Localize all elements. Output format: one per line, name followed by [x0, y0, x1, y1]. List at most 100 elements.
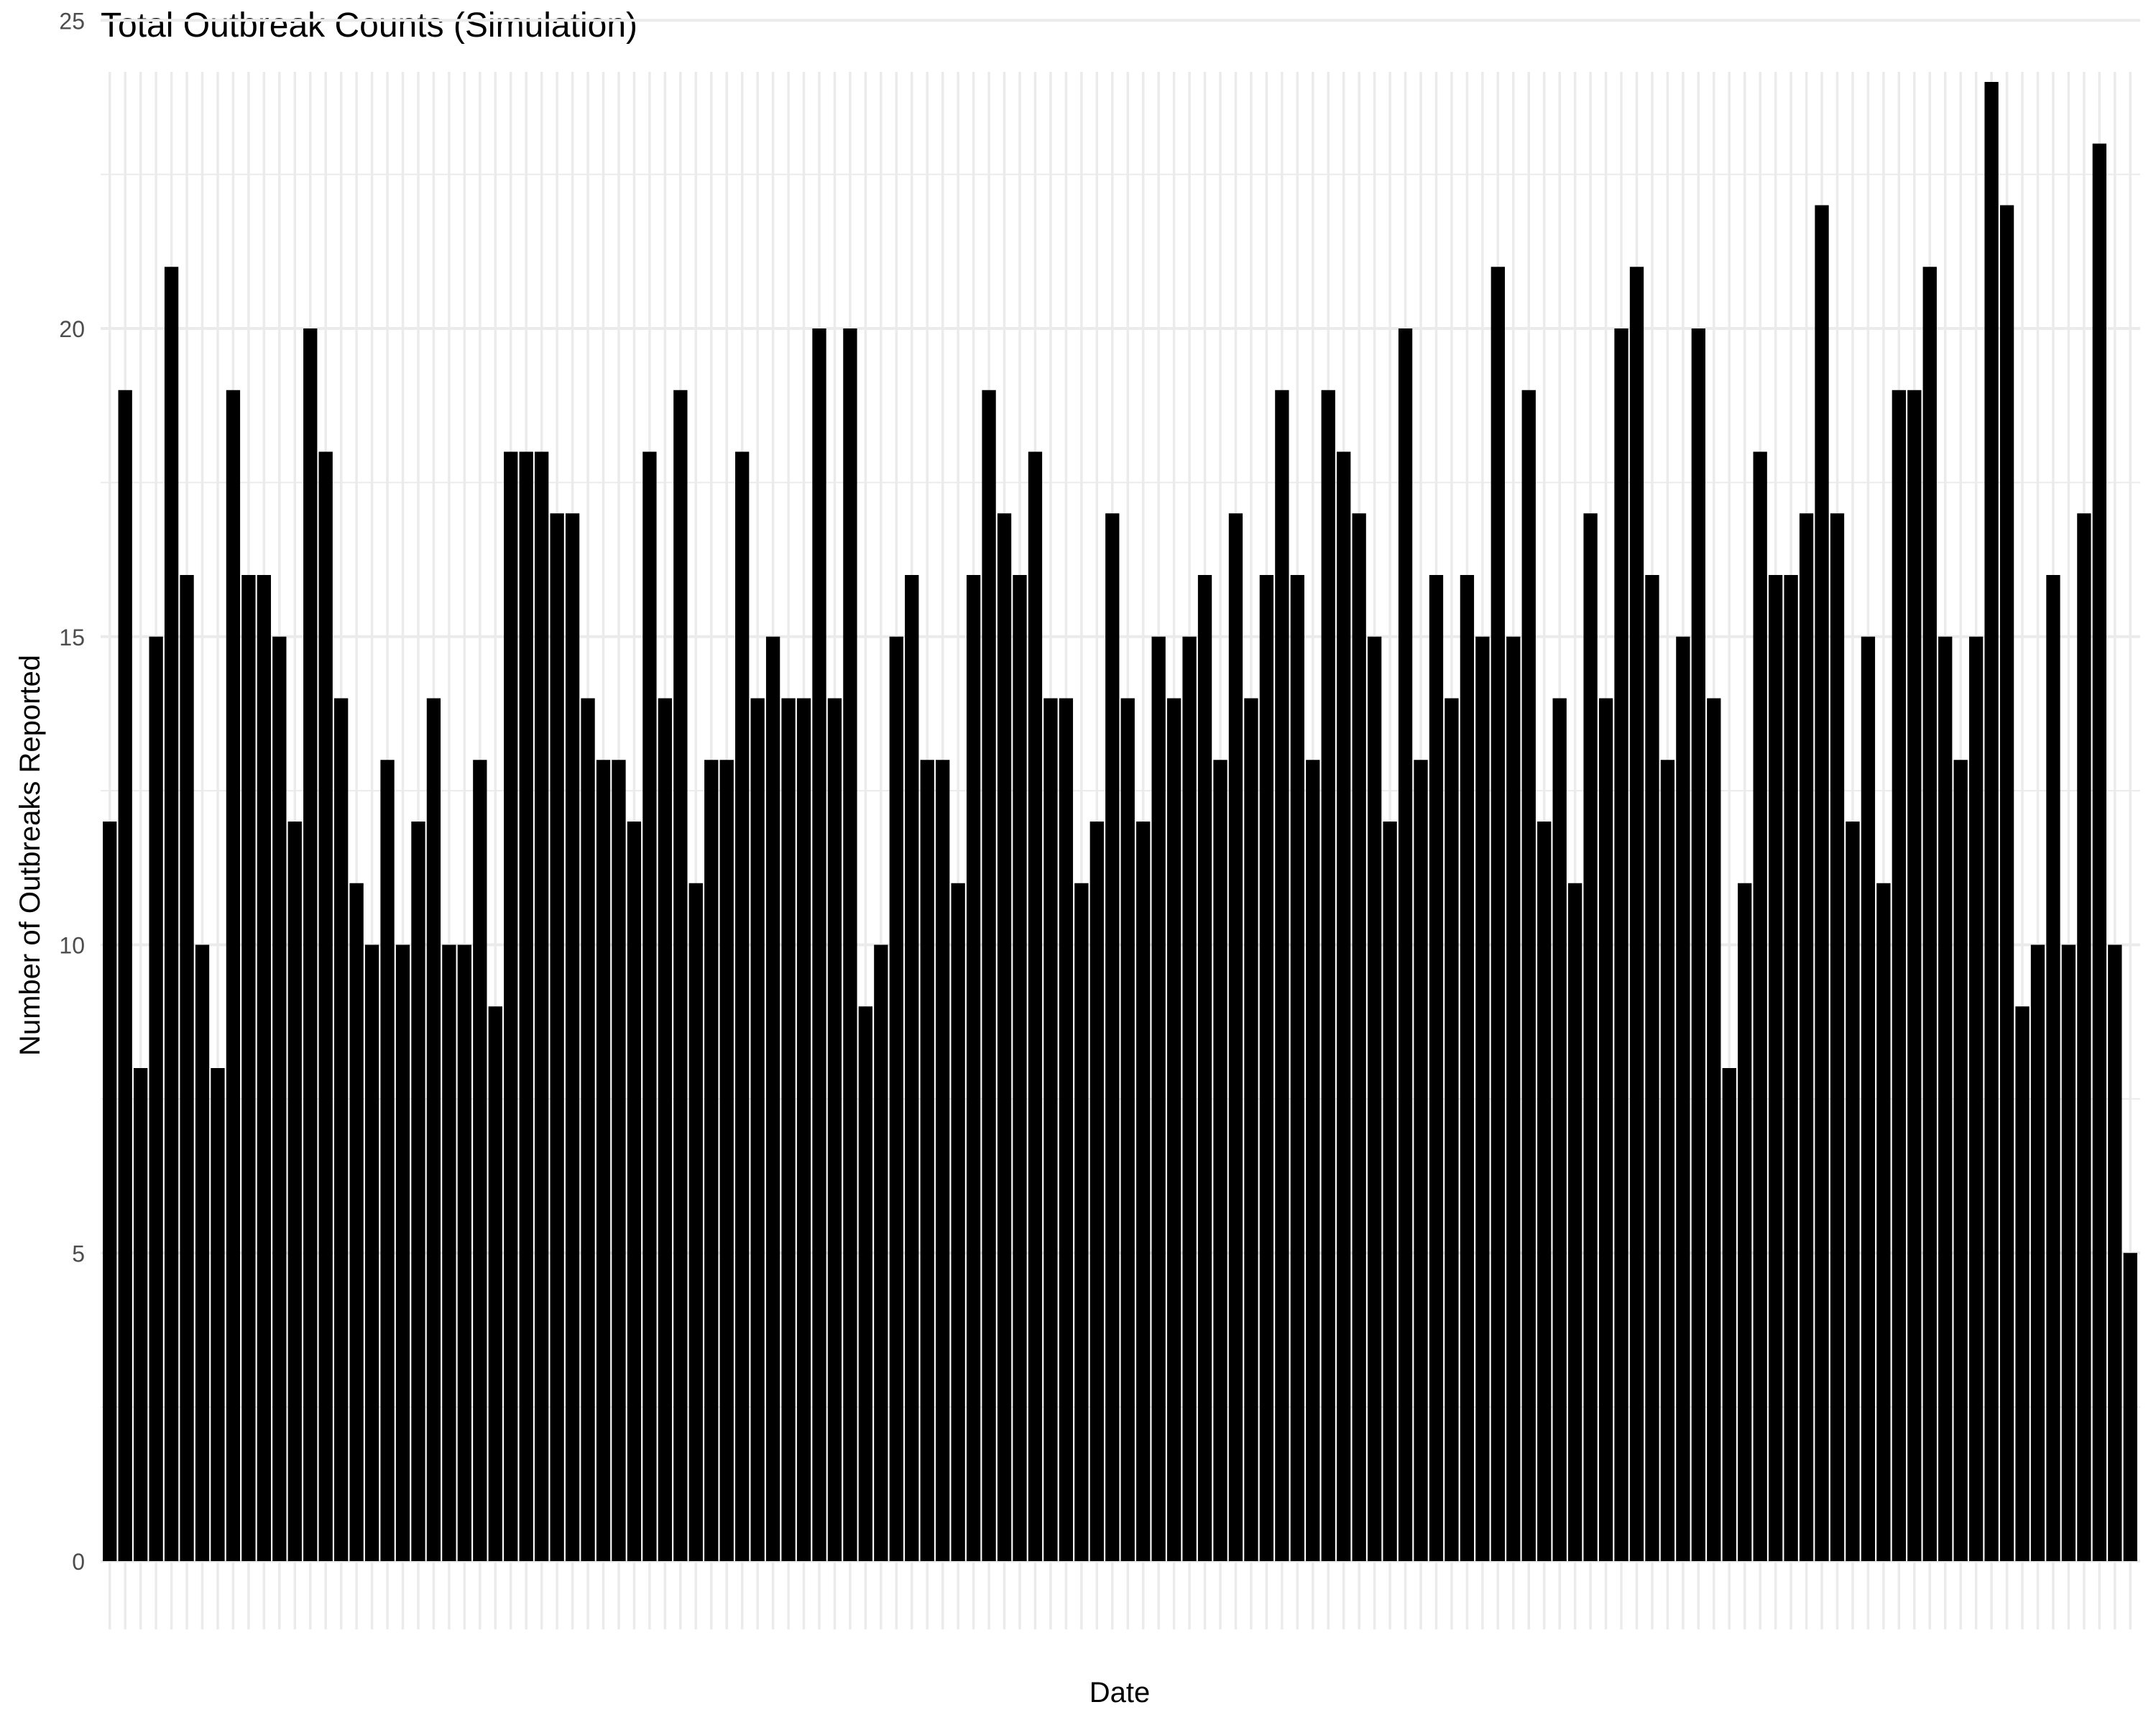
bar: [1105, 513, 1120, 1561]
bar: [1999, 205, 2014, 1561]
bar: [1614, 328, 1628, 1561]
bar: [1583, 513, 1598, 1561]
bar: [858, 1006, 873, 1561]
bar: [1567, 883, 1583, 1561]
bar: [349, 883, 364, 1561]
bar: [1938, 636, 1953, 1561]
bar: [1491, 267, 1505, 1561]
bar: [966, 575, 981, 1561]
bar: [1337, 451, 1351, 1561]
bar: [211, 1068, 225, 1561]
bar: [812, 328, 826, 1561]
bar: [334, 698, 349, 1561]
bar: [1290, 575, 1304, 1561]
bar: [1383, 822, 1397, 1561]
bar: [1552, 698, 1567, 1561]
bar: [1660, 760, 1675, 1561]
bar: [2108, 944, 2122, 1561]
bar: [1429, 575, 1444, 1561]
bar: [1521, 390, 1536, 1561]
bar: [1645, 575, 1659, 1561]
bar: [257, 575, 272, 1561]
bar: [1089, 822, 1104, 1561]
x-axis-title: Date: [1089, 1677, 1151, 1708]
bar: [149, 636, 163, 1561]
bar: [395, 944, 410, 1561]
bar: [719, 760, 734, 1561]
bar: [1120, 698, 1135, 1561]
bar: [380, 760, 395, 1561]
bar: [426, 698, 441, 1561]
y-tick-label: 15: [59, 625, 85, 650]
bar: [1598, 698, 1613, 1561]
bar: [1460, 575, 1475, 1561]
bar: [2015, 1006, 2030, 1561]
bar: [1830, 513, 1845, 1561]
bar: [827, 698, 842, 1561]
bar: [1738, 883, 1752, 1561]
bar: [473, 760, 487, 1561]
bars: [103, 82, 2137, 1561]
bar: [2046, 575, 2060, 1561]
bar: [1892, 390, 1906, 1561]
bar: [1537, 822, 1552, 1561]
chart-title: Total Outbreak Counts (Simulation): [101, 6, 637, 45]
bar: [2123, 1253, 2137, 1561]
bar: [1768, 575, 1783, 1561]
y-axis-ticks: 0 5 10 15 20 25: [59, 8, 85, 1575]
bar: [1213, 760, 1227, 1561]
bar: [1398, 328, 1413, 1561]
bar: [1151, 636, 1166, 1561]
bar: [364, 944, 379, 1561]
bar: [442, 944, 456, 1561]
bar: [226, 390, 241, 1561]
bar: [411, 822, 425, 1561]
bar: [889, 636, 903, 1561]
bar: [241, 575, 256, 1561]
bar: [2092, 143, 2107, 1561]
bar: [1166, 698, 1181, 1561]
bar: [318, 451, 333, 1561]
bar: [1306, 760, 1320, 1561]
bar: [905, 575, 919, 1561]
bar: [1753, 451, 1767, 1561]
bar: [550, 513, 564, 1561]
bar: [735, 451, 750, 1561]
bar: [1244, 698, 1258, 1561]
bar: [1414, 760, 1428, 1561]
bar: [1907, 390, 1922, 1561]
bar: [1352, 513, 1366, 1561]
bar: [1691, 328, 1705, 1561]
bar: [1984, 82, 1999, 1561]
bar: [457, 944, 472, 1561]
bar: [1815, 205, 1829, 1561]
bar: [287, 822, 302, 1561]
bar: [118, 390, 132, 1561]
bar: [1676, 636, 1690, 1561]
bar: [951, 883, 965, 1561]
bar: [843, 328, 857, 1561]
bar: [272, 636, 287, 1561]
bar: [1275, 390, 1289, 1561]
bar: [874, 944, 888, 1561]
bar: [796, 698, 811, 1561]
bar: [920, 760, 934, 1561]
bar: [997, 513, 1012, 1561]
bar: [1044, 698, 1058, 1561]
bar: [658, 698, 673, 1561]
bar: [750, 698, 765, 1561]
bar: [704, 760, 719, 1561]
bar: [2077, 513, 2091, 1561]
bar: [1506, 636, 1521, 1561]
bar: [1799, 513, 1814, 1561]
bar: [1968, 636, 1984, 1561]
bar: [1321, 390, 1335, 1561]
bar: [1136, 822, 1151, 1561]
bar: [1629, 267, 1644, 1561]
bar: [164, 267, 179, 1561]
bar: [1182, 636, 1197, 1561]
bar: [103, 822, 117, 1561]
bar: [1707, 698, 1721, 1561]
bar: [627, 822, 642, 1561]
bar: [936, 760, 950, 1561]
